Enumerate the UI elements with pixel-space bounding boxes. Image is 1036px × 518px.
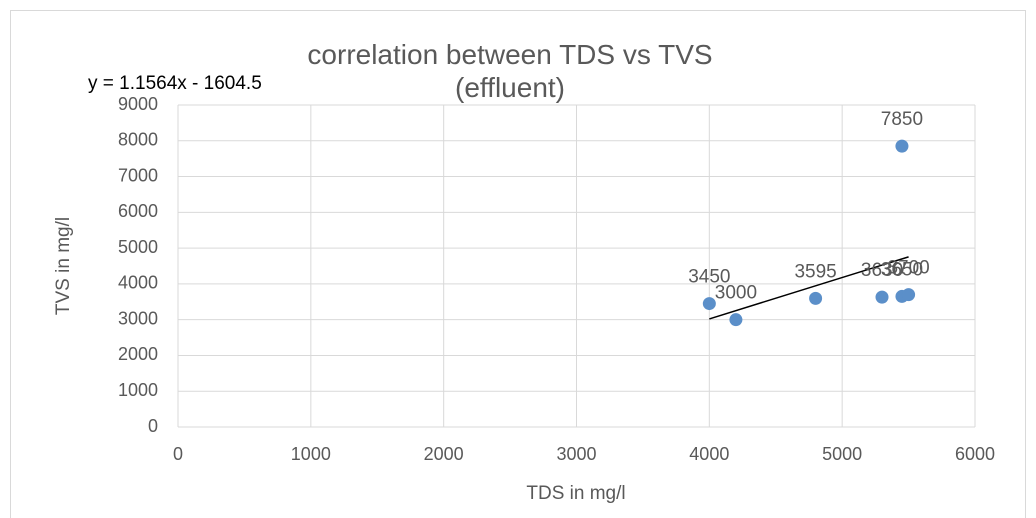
point	[875, 290, 889, 304]
x-tick-label: 4000	[689, 444, 729, 464]
point	[729, 313, 743, 327]
point	[895, 139, 909, 153]
x-tick-label: 5000	[822, 444, 862, 464]
x-tick-label: 1000	[291, 444, 331, 464]
y-tick-label: 7000	[118, 165, 158, 185]
data-label: 3630	[861, 260, 903, 281]
x-tick-label: 0	[173, 444, 183, 464]
y-tick-label: 1000	[118, 380, 158, 400]
y-tick-label: 0	[148, 416, 158, 436]
point	[702, 297, 716, 311]
data-label: 3000	[715, 283, 757, 304]
chart-border	[10, 10, 1026, 518]
y-tick-label: 4000	[118, 273, 158, 293]
point	[809, 291, 823, 305]
y-tick-label: 9000	[118, 94, 158, 114]
x-axis-title: TDS in mg/l	[526, 483, 625, 504]
x-tick-label: 2000	[424, 444, 464, 464]
chart-title: correlation between TDS vs TVS (effluent…	[307, 39, 713, 103]
trendline-equation: y = 1.1564x - 1604.5	[88, 73, 262, 94]
x-tick-label: 3000	[556, 444, 596, 464]
y-axis-title: TVS in mg/l	[53, 217, 74, 315]
data-label: 3650	[881, 259, 923, 280]
data-label: 3450	[688, 267, 730, 288]
trendline	[709, 256, 909, 320]
y-tick-label: 3000	[118, 308, 158, 328]
x-tick-label: 6000	[955, 444, 995, 464]
point	[902, 288, 916, 302]
y-tick-label: 6000	[118, 201, 158, 221]
data-label: 3595	[794, 261, 836, 282]
y-tick-label: 8000	[118, 130, 158, 150]
y-tick-label: 5000	[118, 237, 158, 257]
data-label: 3700	[887, 258, 929, 279]
data-label: 7850	[881, 109, 923, 130]
y-tick-label: 2000	[118, 344, 158, 364]
